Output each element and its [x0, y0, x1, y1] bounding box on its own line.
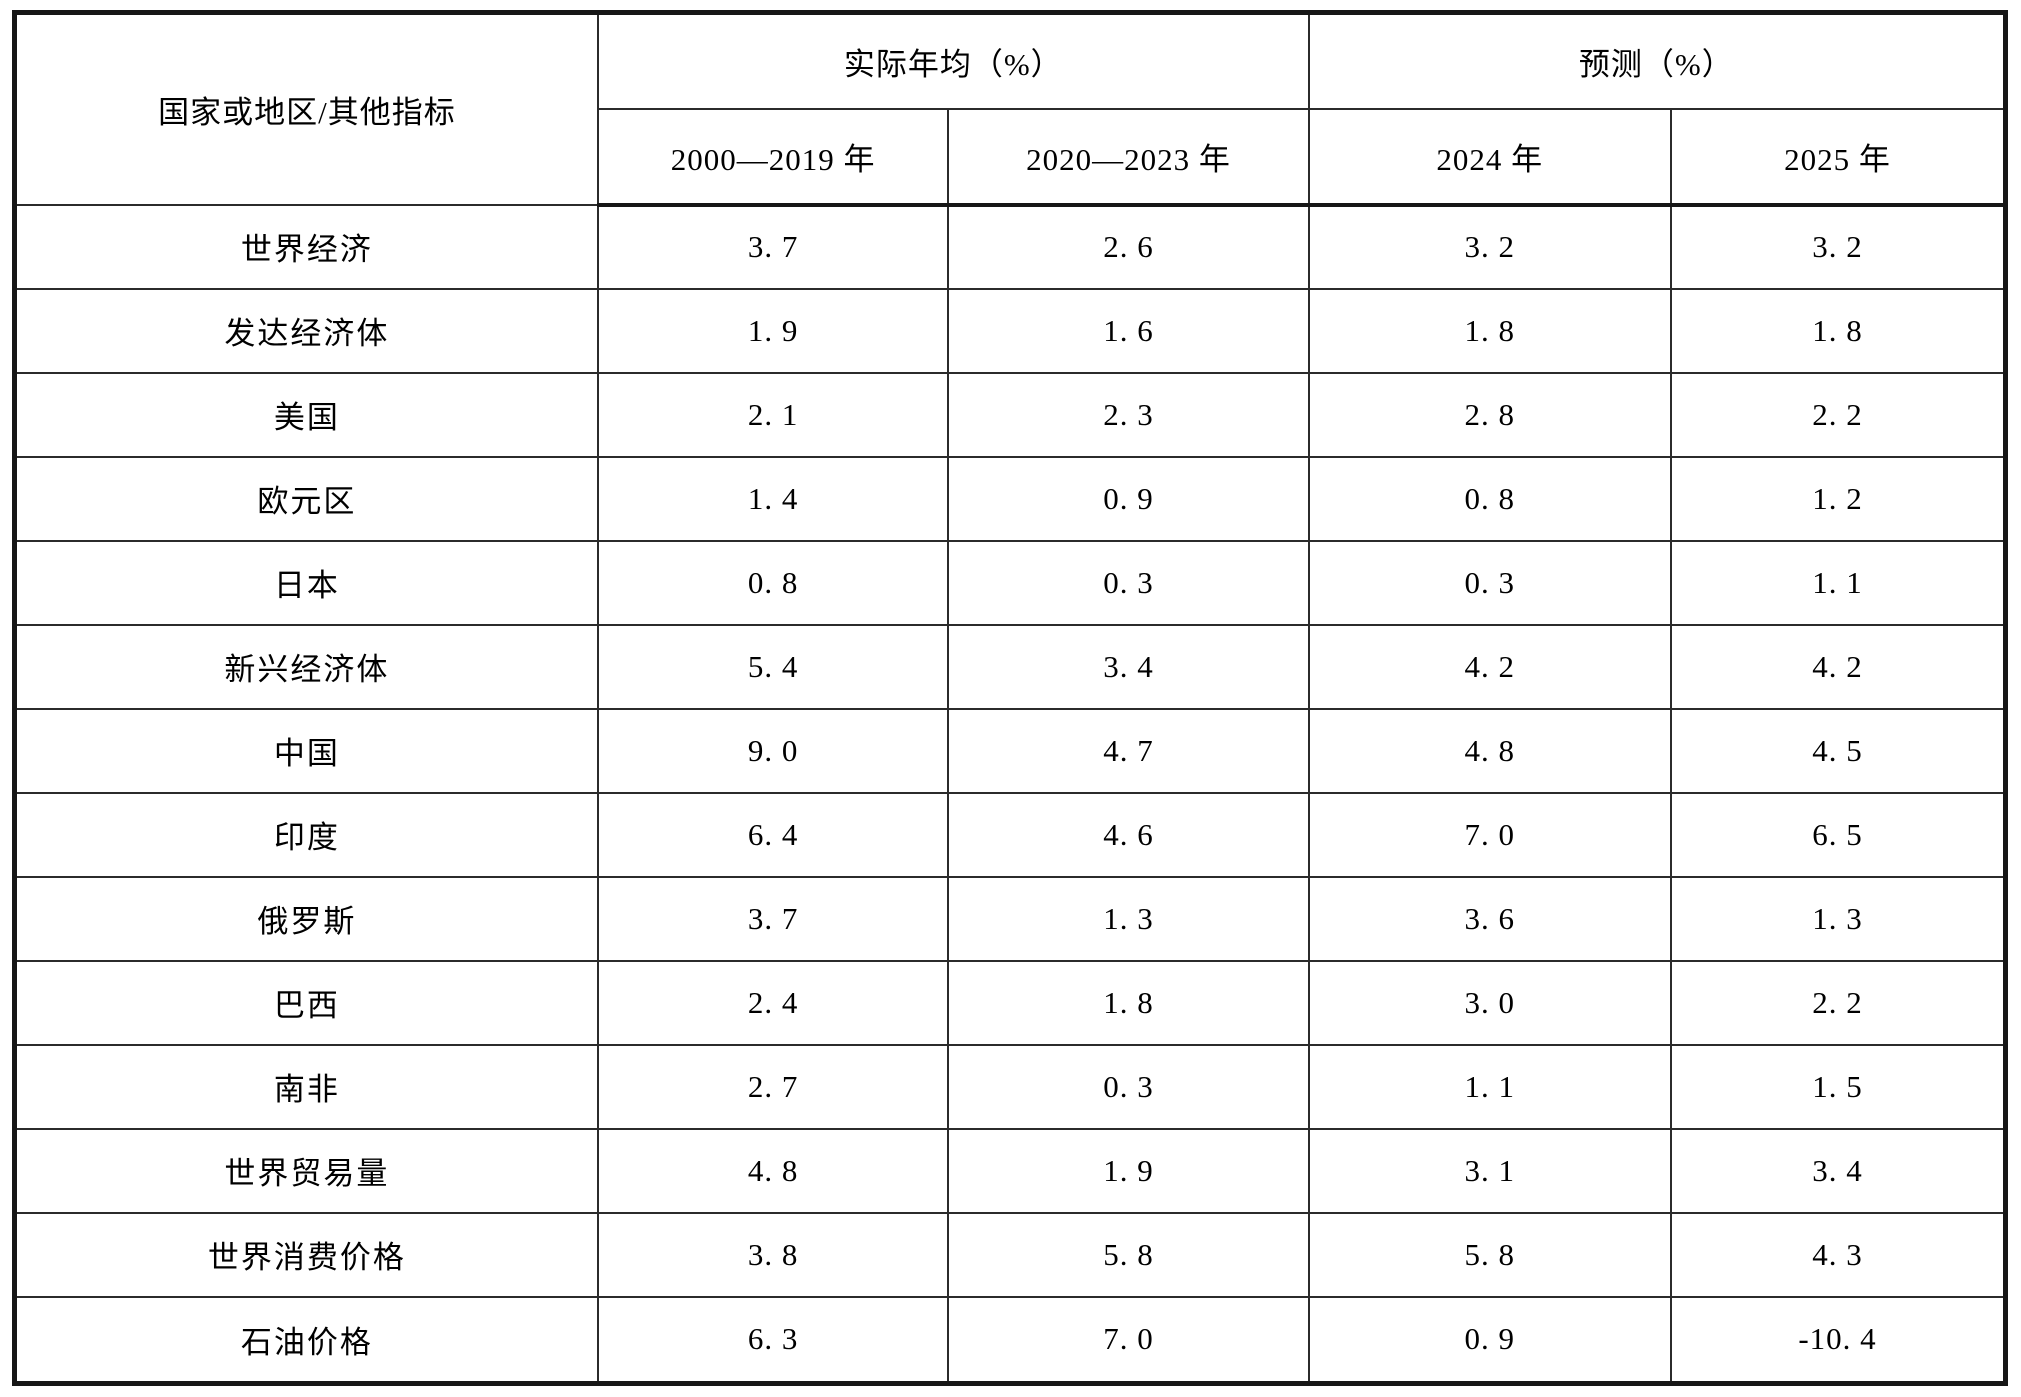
header-year-row: 2000—2019 年 2020—2023 年 2024 年 2025 年 [15, 107, 2007, 207]
economic-indicators-table: 国家或地区/其他指标 实际年均（%） 预测（%） 2000—2019 年 202… [12, 10, 2008, 1386]
cell-forecast-2024: 7. 0 [1307, 791, 1672, 878]
cell-actual-2020-2023: 0. 9 [947, 455, 1310, 542]
row-label: 印度 [13, 791, 599, 878]
cell-forecast-2024: 4. 2 [1307, 623, 1672, 710]
cell-actual-2020-2023: 3. 4 [947, 623, 1310, 710]
cell-actual-2000-2019: 2. 4 [596, 959, 950, 1046]
year-header-2020-2023: 2020—2023 年 [947, 107, 1310, 207]
row-label: 世界贸易量 [13, 1127, 599, 1214]
table-header: 国家或地区/其他指标 实际年均（%） 预测（%） 2000—2019 年 202… [13, 11, 2007, 207]
table-row: 日本 0. 8 0. 3 0. 3 1. 1 [13, 539, 2007, 626]
corner-header-cell: 国家或地区/其他指标 [13, 11, 599, 206]
cell-forecast-2024: 1. 8 [1307, 287, 1672, 374]
row-label: 发达经济体 [13, 287, 599, 374]
cell-forecast-2024: 3. 0 [1307, 959, 1672, 1046]
cell-actual-2000-2019: 9. 0 [596, 707, 950, 794]
cell-forecast-2024: 0. 8 [1307, 455, 1672, 542]
cell-actual-2000-2019: 5. 4 [596, 623, 950, 710]
cell-forecast-2024: 1. 1 [1307, 1043, 1672, 1130]
group-header-forecast: 预测（%） [1307, 11, 2007, 110]
year-header-2000-2019: 2000—2019 年 [596, 107, 950, 207]
header-group-row: 国家或地区/其他指标 实际年均（%） 预测（%） [13, 11, 2007, 206]
table-row: 世界消费价格 3. 8 5. 8 5. 8 4. 3 [13, 1211, 2007, 1298]
cell-forecast-2025: 1. 5 [1669, 1043, 2007, 1130]
table-row: 欧元区 1. 4 0. 9 0. 8 1. 2 [13, 455, 2007, 542]
cell-actual-2020-2023: 0. 3 [947, 1043, 1310, 1130]
row-label: 巴西 [13, 959, 599, 1046]
cell-actual-2000-2019: 2. 1 [596, 371, 950, 458]
cell-actual-2000-2019: 6. 3 [596, 1295, 950, 1385]
cell-actual-2000-2019: 1. 4 [596, 455, 950, 542]
row-label: 美国 [13, 371, 599, 458]
cell-actual-2000-2019: 2. 7 [596, 1043, 950, 1130]
row-label: 俄罗斯 [13, 875, 599, 962]
cell-forecast-2025: 6. 5 [1669, 791, 2007, 878]
cell-forecast-2024: 3. 6 [1307, 875, 1672, 962]
row-label: 世界消费价格 [13, 1211, 599, 1298]
cell-forecast-2025: 2. 2 [1669, 959, 2007, 1046]
cell-actual-2000-2019: 0. 8 [596, 539, 950, 626]
cell-actual-2020-2023: 1. 8 [947, 959, 1310, 1046]
row-label: 中国 [13, 707, 599, 794]
row-label: 世界经济 [13, 203, 599, 290]
cell-actual-2020-2023: 1. 3 [947, 875, 1310, 962]
cell-forecast-2024: 3. 2 [1307, 203, 1672, 290]
cell-forecast-2025: 2. 2 [1669, 371, 2007, 458]
table-row: 世界经济 3. 7 2. 6 3. 2 3. 2 [13, 203, 2007, 290]
cell-forecast-2025: 3. 4 [1669, 1127, 2007, 1214]
cell-forecast-2025: 1. 3 [1669, 875, 2007, 962]
cell-forecast-2025: 4. 5 [1669, 707, 2007, 794]
table-row: 美国 2. 1 2. 3 2. 8 2. 2 [13, 371, 2007, 458]
table-row: 中国 9. 0 4. 7 4. 8 4. 5 [13, 707, 2007, 794]
cell-forecast-2025: 1. 1 [1669, 539, 2007, 626]
cell-actual-2000-2019: 1. 9 [596, 287, 950, 374]
cell-forecast-2025: 1. 8 [1669, 287, 2007, 374]
cell-actual-2000-2019: 4. 8 [596, 1127, 950, 1214]
cell-forecast-2024: 0. 3 [1307, 539, 1672, 626]
row-label: 新兴经济体 [13, 623, 599, 710]
cell-actual-2020-2023: 0. 3 [947, 539, 1310, 626]
cell-actual-2000-2019: 3. 7 [596, 875, 950, 962]
cell-actual-2000-2019: 6. 4 [596, 791, 950, 878]
group-header-actual: 实际年均（%） [596, 11, 1310, 110]
table-row: 世界贸易量 4. 8 1. 9 3. 1 3. 4 [13, 1127, 2007, 1214]
cell-forecast-2024: 2. 8 [1307, 371, 1672, 458]
cell-forecast-2024: 0. 9 [1307, 1295, 1672, 1385]
cell-forecast-2025: 3. 2 [1669, 203, 2007, 290]
cell-forecast-2024: 5. 8 [1307, 1211, 1672, 1298]
table-row: 印度 6. 4 4. 6 7. 0 6. 5 [13, 791, 2007, 878]
cell-actual-2020-2023: 5. 8 [947, 1211, 1310, 1298]
cell-actual-2020-2023: 2. 3 [947, 371, 1310, 458]
row-label: 欧元区 [13, 455, 599, 542]
table-row: 南非 2. 7 0. 3 1. 1 1. 5 [13, 1043, 2007, 1130]
cell-actual-2020-2023: 1. 6 [947, 287, 1310, 374]
cell-actual-2020-2023: 4. 6 [947, 791, 1310, 878]
row-label: 南非 [13, 1043, 599, 1130]
cell-actual-2000-2019: 3. 8 [596, 1211, 950, 1298]
table-row: 发达经济体 1. 9 1. 6 1. 8 1. 8 [13, 287, 2007, 374]
table-row: 俄罗斯 3. 7 1. 3 3. 6 1. 3 [13, 875, 2007, 962]
cell-forecast-2024: 3. 1 [1307, 1127, 1672, 1214]
cell-actual-2020-2023: 1. 9 [947, 1127, 1310, 1214]
table-body: 世界经济 3. 7 2. 6 3. 2 3. 2 发达经济体 1. 9 1. 6… [13, 203, 2007, 1385]
row-label: 石油价格 [13, 1295, 599, 1385]
cell-forecast-2025: -10. 4 [1669, 1295, 2007, 1385]
table-row: 巴西 2. 4 1. 8 3. 0 2. 2 [13, 959, 2007, 1046]
cell-forecast-2025: 1. 2 [1669, 455, 2007, 542]
cell-actual-2020-2023: 7. 0 [947, 1295, 1310, 1385]
year-header-2025: 2025 年 [1669, 107, 2007, 207]
cell-actual-2000-2019: 3. 7 [596, 203, 950, 290]
year-header-2024: 2024 年 [1307, 107, 1672, 207]
cell-forecast-2025: 4. 2 [1669, 623, 2007, 710]
table-row: 新兴经济体 5. 4 3. 4 4. 2 4. 2 [13, 623, 2007, 710]
table-row: 石油价格 6. 3 7. 0 0. 9 -10. 4 [13, 1295, 2007, 1385]
cell-forecast-2024: 4. 8 [1307, 707, 1672, 794]
cell-actual-2020-2023: 4. 7 [947, 707, 1310, 794]
cell-actual-2020-2023: 2. 6 [947, 203, 1310, 290]
row-label: 日本 [13, 539, 599, 626]
cell-forecast-2025: 4. 3 [1669, 1211, 2007, 1298]
